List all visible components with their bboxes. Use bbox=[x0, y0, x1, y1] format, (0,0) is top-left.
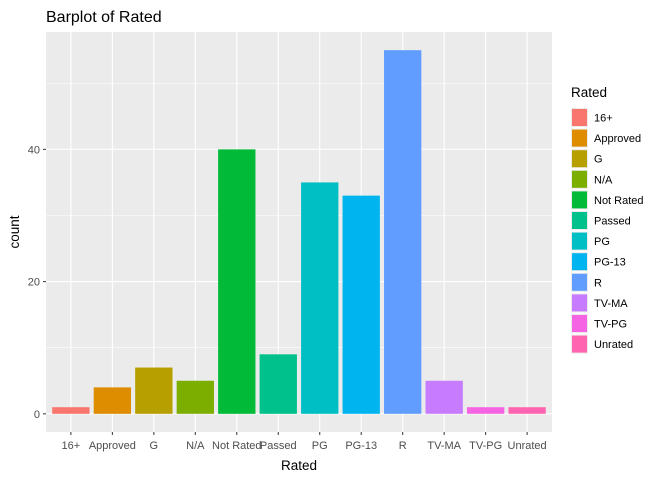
bar-g bbox=[135, 367, 173, 414]
bar-tv-ma bbox=[425, 380, 463, 414]
legend-label: 16+ bbox=[594, 113, 613, 125]
x-tick-label: R bbox=[399, 440, 407, 452]
legend-swatch bbox=[572, 212, 587, 229]
legend-swatch bbox=[572, 232, 587, 250]
legend-label: R bbox=[594, 277, 602, 289]
bar-n-a bbox=[176, 380, 214, 414]
x-tick-label: Unrated bbox=[508, 440, 547, 452]
x-tick-label: 16+ bbox=[62, 440, 81, 452]
bar-r bbox=[384, 50, 422, 414]
bar-tv-pg bbox=[466, 407, 505, 414]
bar-pg-13 bbox=[342, 195, 380, 414]
bar-16- bbox=[52, 407, 90, 414]
x-tick-label: TV-PG bbox=[469, 440, 502, 452]
y-tick-label: 40 bbox=[28, 144, 40, 156]
bar-unrated bbox=[508, 407, 546, 414]
legend-label: TV-MA bbox=[594, 298, 628, 310]
legend-swatch bbox=[572, 294, 587, 312]
x-axis-title: Rated bbox=[281, 458, 317, 473]
legend-label: TV-PG bbox=[594, 319, 627, 331]
bar-passed bbox=[259, 354, 297, 414]
x-tick-label: PG bbox=[312, 440, 328, 452]
x-tick-label: G bbox=[150, 440, 159, 452]
x-tick-label: Approved bbox=[89, 440, 136, 452]
legend: Rated 16+ Approved G N/A Not Rated Passed PG PG… bbox=[571, 85, 644, 354]
x-tick-label: Not Rated bbox=[212, 440, 262, 452]
chart-title: Barplot of Rated bbox=[46, 9, 162, 26]
y-tick-label: 20 bbox=[28, 277, 40, 289]
legend-swatch bbox=[572, 253, 587, 271]
legend-label: Not Rated bbox=[594, 195, 644, 207]
legend-swatch bbox=[572, 315, 587, 332]
legend-label: Approved bbox=[594, 133, 641, 145]
x-tick-label: PG-13 bbox=[345, 440, 377, 452]
y-tick-label: 0 bbox=[34, 409, 40, 421]
legend-swatch bbox=[572, 273, 587, 291]
bars bbox=[52, 50, 546, 414]
legend-label: N/A bbox=[594, 174, 613, 186]
legend-swatch bbox=[572, 170, 587, 188]
x-tick-label: N/A bbox=[186, 440, 205, 452]
legend-swatch bbox=[572, 335, 587, 353]
legend-swatch bbox=[572, 109, 587, 126]
y-axis: 0 20 40 bbox=[28, 144, 46, 421]
bar-approved bbox=[93, 387, 132, 414]
legend-title: Rated bbox=[571, 85, 607, 100]
bar-pg bbox=[301, 182, 339, 414]
legend-label: G bbox=[594, 154, 603, 166]
legend-label: PG bbox=[594, 236, 610, 248]
plot-panel bbox=[46, 32, 552, 432]
legend-swatch bbox=[572, 191, 587, 209]
bar-not-rated bbox=[218, 149, 256, 414]
x-tick-label: TV-MA bbox=[427, 440, 461, 452]
legend-swatch bbox=[572, 150, 587, 168]
legend-label: PG-13 bbox=[594, 257, 626, 269]
x-tick-label: Passed bbox=[260, 440, 297, 452]
legend-swatch bbox=[572, 129, 587, 147]
y-axis-title: count bbox=[7, 215, 22, 248]
legend-label: Passed bbox=[594, 216, 631, 228]
legend-label: Unrated bbox=[594, 339, 633, 351]
